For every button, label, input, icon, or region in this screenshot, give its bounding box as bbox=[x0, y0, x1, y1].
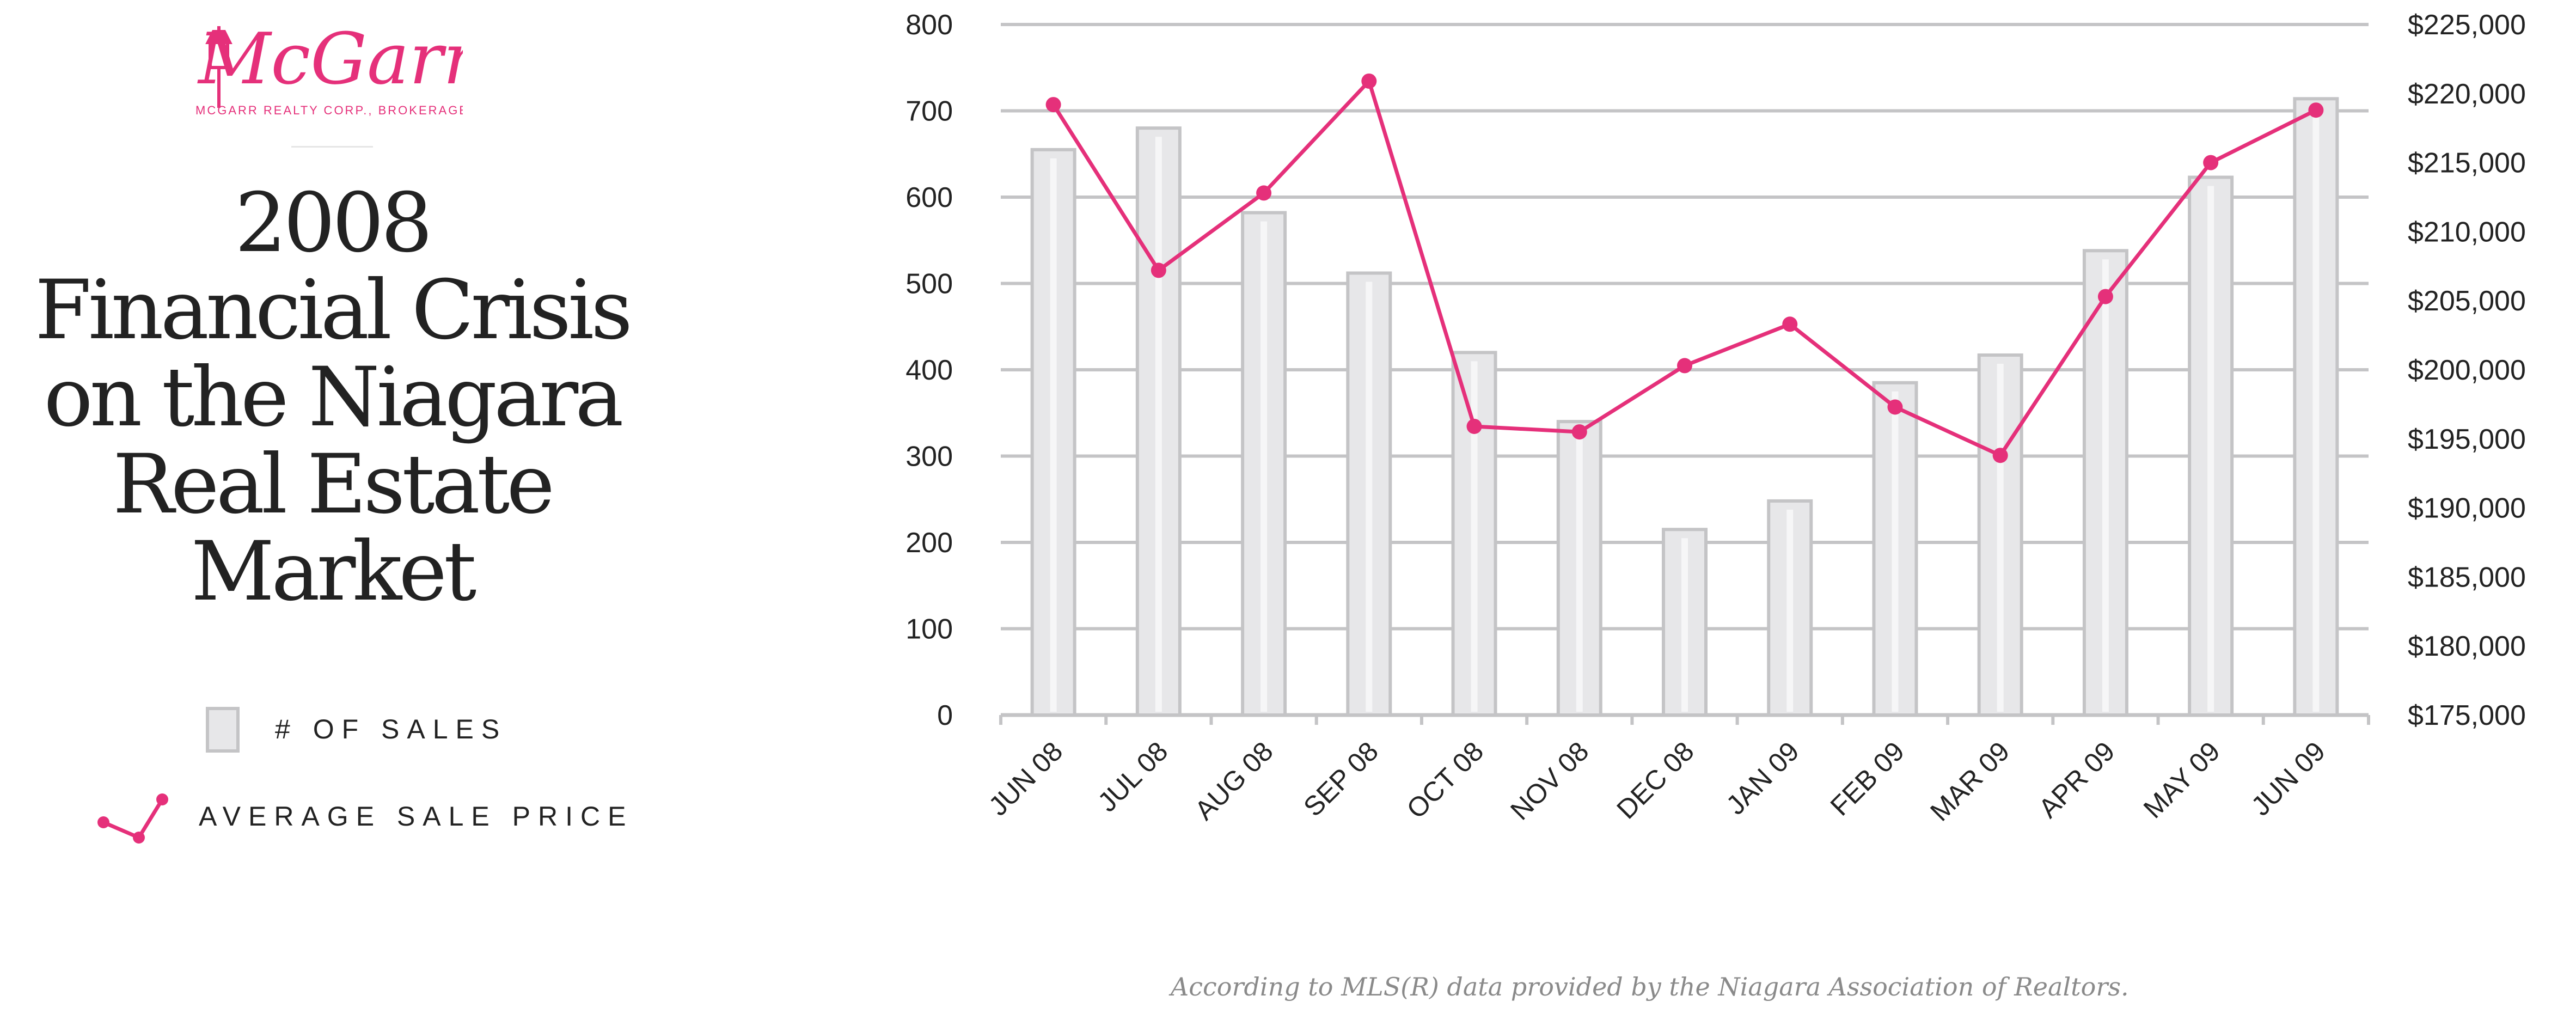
title-line: Financial Crisis bbox=[34, 263, 633, 358]
left-axis-tick-label: 300 bbox=[905, 441, 953, 473]
category-label: DEC 08 bbox=[1611, 736, 1699, 824]
logo-name: McGarr bbox=[197, 17, 463, 100]
category-label: OCT 08 bbox=[1401, 736, 1490, 824]
legend-bars-label: # OF SALES bbox=[275, 714, 507, 744]
right-axis-tick-label: $225,000 bbox=[2408, 9, 2526, 41]
divider bbox=[291, 146, 373, 148]
lamp-icon bbox=[205, 26, 232, 108]
average-price-point bbox=[2308, 102, 2324, 118]
category-label: JAN 09 bbox=[1720, 736, 1805, 821]
bar-highlight bbox=[1050, 158, 1057, 712]
left-axis-tick-label: 0 bbox=[937, 700, 953, 731]
category-label: FEB 09 bbox=[1825, 736, 1911, 822]
right-axis-tick-label: $195,000 bbox=[2408, 424, 2526, 455]
bar-highlight bbox=[1786, 509, 1794, 712]
legend-line-label: AVERAGE SALE PRICE bbox=[199, 801, 634, 832]
bar-highlight bbox=[2312, 107, 2320, 712]
right-axis-tick-label: $220,000 bbox=[2408, 78, 2526, 110]
left-axis-tick-label: 600 bbox=[905, 182, 953, 213]
bar-highlight bbox=[2102, 259, 2109, 712]
logo-subtitle: MCGARR REALTY CORP., BROKERAGE bbox=[195, 103, 463, 117]
right-axis-tick-label: $200,000 bbox=[2408, 355, 2526, 386]
source-footnote: According to MLS(R) data provided by the… bbox=[1171, 972, 2129, 1001]
category-label: APR 09 bbox=[2033, 736, 2120, 823]
left-axis-tick-label: 800 bbox=[905, 9, 953, 41]
average-price-point bbox=[1887, 399, 1903, 415]
right-axis-tick-label: $180,000 bbox=[2408, 631, 2526, 662]
bar-highlight bbox=[1576, 430, 1583, 712]
right-axis-tick-label: $215,000 bbox=[2408, 148, 2526, 179]
bar-highlight bbox=[1471, 361, 1478, 712]
title-line: Market bbox=[191, 524, 477, 619]
category-label: JUL 08 bbox=[1092, 736, 1173, 817]
average-price-point bbox=[1045, 97, 1061, 113]
left-axis-tick-label: 700 bbox=[905, 96, 953, 127]
right-axis-tick-label: $205,000 bbox=[2408, 285, 2526, 317]
category-label: NOV 08 bbox=[1504, 736, 1594, 826]
category-label: SEP 08 bbox=[1298, 736, 1384, 822]
average-price-point bbox=[1466, 418, 1482, 434]
category-label: AUG 08 bbox=[1189, 736, 1278, 826]
right-axis-tick-label: $175,000 bbox=[2408, 700, 2526, 731]
bar-highlight bbox=[1155, 137, 1162, 712]
mcgarr-logo: McGarr MCGARR REALTY CORP., BROKERAGE bbox=[195, 17, 463, 117]
average-price-point bbox=[2203, 155, 2219, 170]
title-line: on the Niagara bbox=[44, 350, 623, 445]
bar-highlight bbox=[1366, 282, 1373, 712]
average-price-point bbox=[2097, 289, 2113, 304]
legend-bar-swatch bbox=[206, 707, 240, 753]
average-price-point bbox=[1361, 73, 1377, 89]
left-panel: McGarr MCGARR REALTY CORP., BROKERAGE 20… bbox=[0, 0, 664, 1014]
average-price-point bbox=[1677, 358, 1692, 374]
left-axis-tick-label: 400 bbox=[905, 355, 953, 386]
sales-chart: 0 100 200 300 400 500 600 700 800 $175,000 $180,00… bbox=[905, 9, 2526, 827]
category-label: JUN 08 bbox=[983, 736, 1068, 821]
category-label: MAR 09 bbox=[1924, 736, 2015, 827]
average-price-point bbox=[1256, 185, 1272, 201]
category-label: JUN 09 bbox=[2245, 736, 2331, 821]
average-price-point bbox=[1992, 448, 2008, 463]
left-axis-tick-label: 500 bbox=[905, 268, 953, 300]
left-axis-tick-label: 100 bbox=[905, 614, 953, 645]
right-axis-tick-label: $190,000 bbox=[2408, 493, 2526, 524]
bar-highlight bbox=[1892, 391, 1899, 712]
right-axis-tick-label: $185,000 bbox=[2408, 561, 2526, 593]
title-line: 2008 bbox=[235, 176, 433, 271]
bar-highlight bbox=[2207, 186, 2214, 712]
bar-highlight bbox=[1261, 221, 1268, 712]
category-label: MAY 09 bbox=[2138, 736, 2226, 824]
bar-highlight bbox=[1997, 364, 2004, 712]
left-axis-tick-label: 200 bbox=[905, 527, 953, 559]
average-price-point bbox=[1151, 262, 1166, 278]
right-axis-tick-label: $210,000 bbox=[2408, 216, 2526, 248]
legend-line-icon bbox=[97, 793, 168, 844]
page-title: 2008 Financial Crisis on the Niagara Rea… bbox=[11, 180, 653, 615]
title-line: Real Estate bbox=[112, 437, 555, 532]
average-price-point bbox=[1782, 316, 1798, 332]
bar-highlight bbox=[1681, 538, 1688, 712]
average-price-point bbox=[1571, 424, 1587, 440]
